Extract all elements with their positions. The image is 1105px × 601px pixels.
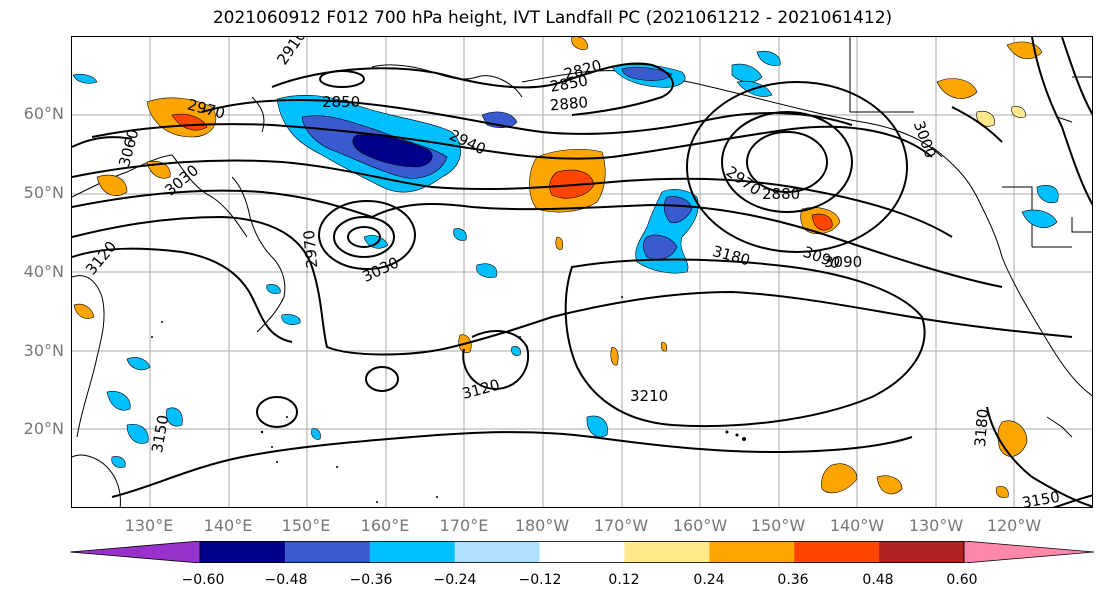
contour-label: 3060 [115, 127, 142, 169]
lat-label-50: 50°N [23, 183, 64, 202]
colorbar-outline [199, 541, 965, 563]
colorbar-tick: 0.24 [693, 572, 725, 588]
lon-label-170e: 170°E [439, 516, 489, 535]
colorbar-segment [624, 541, 710, 563]
colorbar [70, 541, 1094, 563]
contour-label: 3000 [910, 118, 940, 160]
graticule [72, 37, 1092, 507]
lat-label-60: 60°N [23, 104, 64, 123]
lon-label-140w: 140°W [829, 516, 885, 535]
colorbar-segment [963, 541, 1094, 563]
lon-label-140e: 140°E [203, 516, 253, 535]
lat-label-40: 40°N [23, 262, 64, 281]
colorbar-tick: −0.24 [433, 572, 477, 588]
colorbar-tick: 0.60 [946, 572, 978, 588]
colorbar-tick: −0.12 [518, 572, 562, 588]
map-panel: 2910 2850 2820 2850 2880 2970 2940 2970 … [71, 36, 1093, 508]
lat-label-30: 30°N [23, 341, 64, 360]
contour-label: 2910 [273, 37, 310, 68]
contour-label: 3030 [359, 253, 401, 285]
colorbar-segment [539, 541, 625, 563]
map-title: 2021060912 F012 700 hPa height, IVT Land… [212, 8, 893, 28]
contour-label: 2850 [322, 93, 360, 111]
contour-label: 3120 [460, 376, 502, 403]
colorbar-tick: −0.60 [181, 572, 225, 588]
contour-label: 3150 [148, 413, 172, 454]
colorbar-segment [794, 541, 880, 563]
colorbar-segment [70, 541, 201, 563]
colorbar-tick: 0.48 [862, 572, 894, 588]
colorbar-tick: 0.36 [777, 572, 809, 588]
lon-label-180w: 180°W [514, 516, 570, 535]
contour-label: 3180 [711, 242, 753, 269]
contour-label: 2880 [549, 93, 589, 114]
colorbar-segment [454, 541, 541, 563]
lon-label-130e: 130°E [124, 516, 174, 535]
contour-label: 3090 [824, 253, 862, 271]
lon-label-150e: 150°E [281, 516, 331, 535]
colorbar-tick: −0.36 [349, 572, 393, 588]
colorbar-tick: 0.12 [608, 572, 640, 588]
colorbar-segment [200, 541, 286, 563]
colorbar-segment [709, 541, 795, 563]
colorbar-segment [879, 541, 965, 563]
lon-label-130w: 130°W [908, 516, 964, 535]
colorbar-tick: −0.48 [264, 572, 308, 588]
height-contours [72, 37, 1092, 507]
contour-label: 3150 [1021, 488, 1062, 508]
contour-label: 3180 [971, 408, 992, 448]
lon-label-170w: 170°W [593, 516, 649, 535]
colorbar-segment [284, 541, 371, 563]
contour-label: 2850 [549, 71, 590, 95]
lat-label-20: 20°N [23, 419, 64, 438]
lon-label-160w: 160°W [672, 516, 728, 535]
contour-label: 2880 [762, 185, 800, 203]
lon-label-160e: 160°E [360, 516, 410, 535]
contour-label: 2970 [300, 229, 321, 269]
contour-label: 3210 [630, 387, 668, 405]
colorbar-segment [369, 541, 456, 563]
lon-label-150w: 150°W [750, 516, 806, 535]
lon-label-120w: 120°W [986, 516, 1042, 535]
